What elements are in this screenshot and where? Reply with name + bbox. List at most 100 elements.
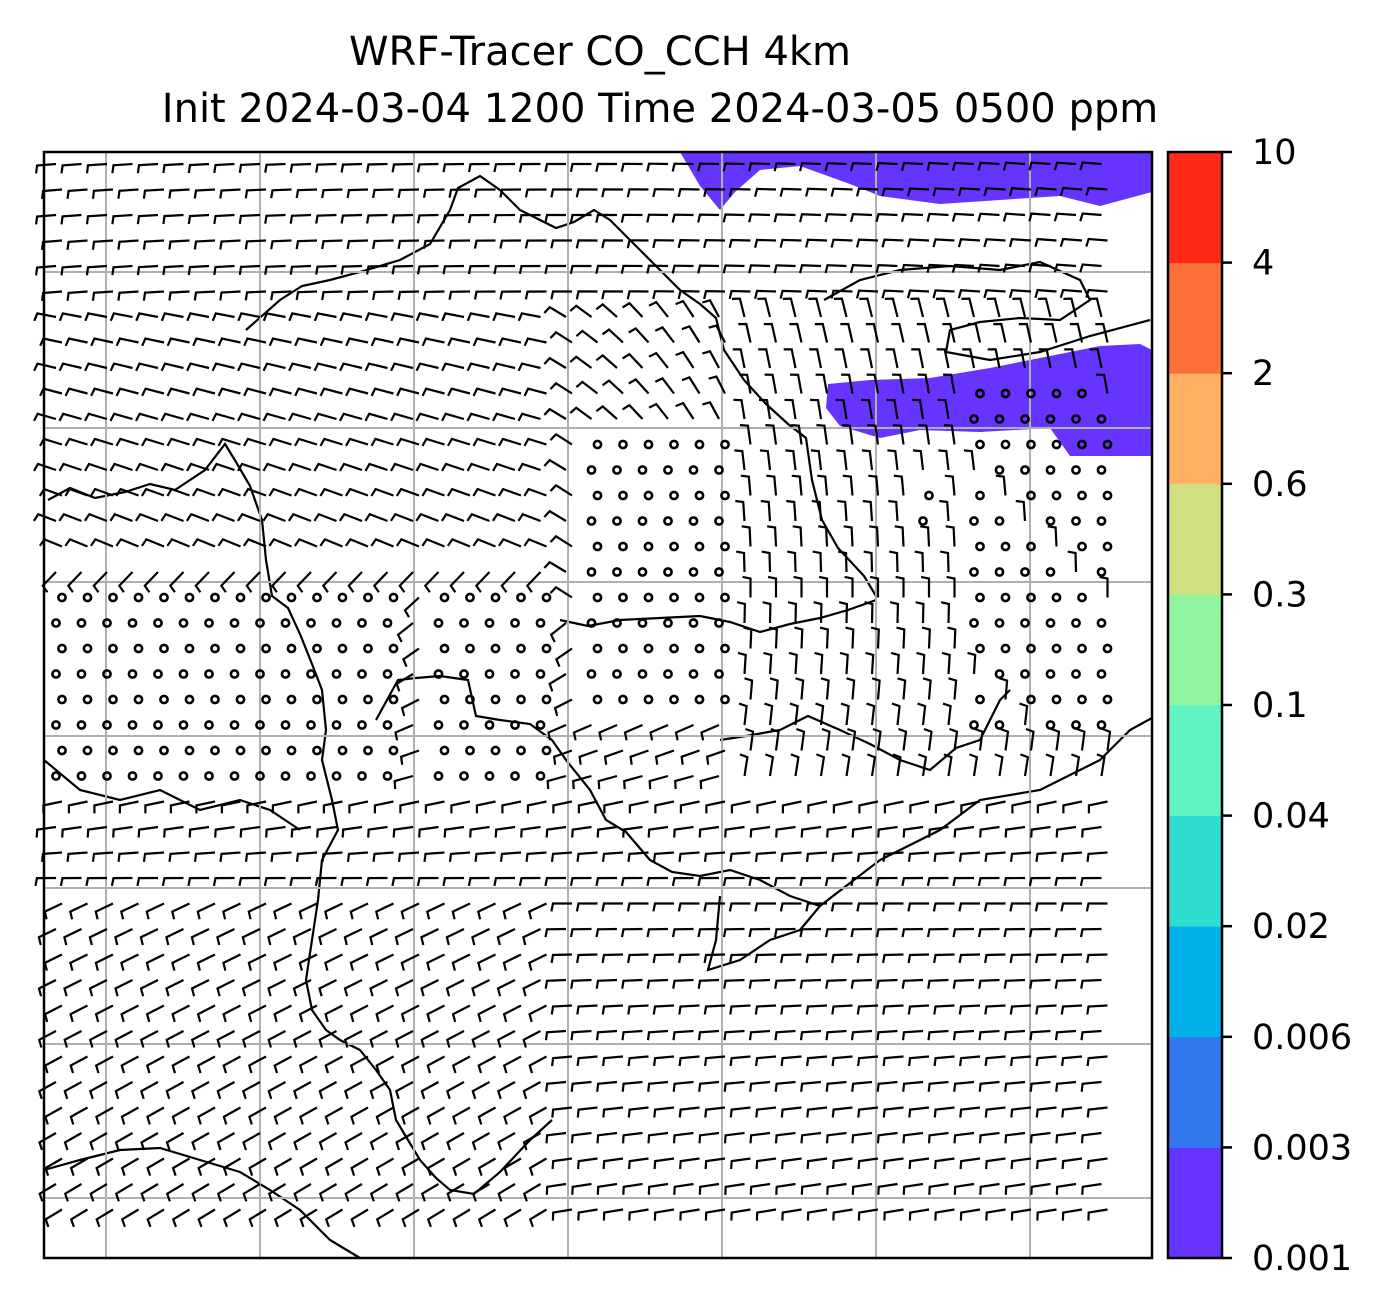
wind-barb: [467, 162, 490, 173]
calm-marker: [535, 669, 546, 679]
wind-barb: [722, 876, 745, 887]
wind-barb: [146, 1106, 165, 1125]
wind-barb: [783, 348, 797, 369]
wind-barb: [91, 188, 114, 199]
wind-barb: [37, 928, 57, 946]
wind-barb: [466, 362, 490, 372]
colorbar-band: [1168, 1147, 1222, 1259]
wind-barb: [63, 1030, 83, 1048]
calm-marker: [229, 720, 240, 730]
wind-barb: [569, 264, 592, 275]
wind-barb: [396, 437, 420, 447]
calm-marker: [975, 541, 985, 552]
wind-barb: [324, 953, 343, 971]
wind-barb: [831, 1055, 853, 1067]
calm-marker: [694, 439, 705, 450]
calm-marker: [184, 694, 195, 705]
wind-barb: [549, 622, 567, 643]
wind-barb: [784, 398, 797, 420]
wind-barb: [293, 487, 318, 497]
wind-barb: [35, 213, 57, 225]
wind-barb: [117, 851, 139, 862]
wind-barb: [799, 264, 822, 274]
wind-barb: [740, 474, 752, 496]
calm-marker: [76, 669, 87, 679]
wind-barb: [808, 297, 823, 318]
calm-marker: [235, 694, 246, 705]
wind-barb: [951, 161, 975, 171]
border-middle: [559, 598, 877, 634]
wind-barb: [628, 800, 649, 814]
colorbar-tick-label: 0.003: [1252, 1128, 1352, 1168]
wind-barb: [724, 825, 745, 838]
calm-marker: [286, 694, 297, 705]
wind-barb: [399, 800, 420, 814]
wind-barb: [497, 1183, 516, 1202]
wind-barb: [675, 299, 695, 318]
wind-barb: [474, 571, 491, 593]
wind-barb: [544, 876, 567, 887]
wind-barb: [888, 499, 899, 522]
calm-marker: [102, 771, 112, 781]
wind-barb: [1034, 288, 1057, 299]
wind-barb: [518, 162, 541, 173]
wind-barb: [344, 1132, 363, 1151]
wind-barb: [140, 487, 165, 497]
wind-barb: [1029, 1029, 1051, 1041]
wind-barb: [244, 290, 267, 301]
wind-barb: [754, 238, 777, 248]
wind-barb: [1047, 525, 1058, 547]
wind-barb: [212, 876, 235, 887]
wind-barb: [902, 1080, 924, 1092]
calm-marker: [612, 567, 622, 577]
wind-barb: [855, 238, 879, 248]
wind-barb: [191, 537, 216, 548]
wind-barb: [397, 290, 420, 300]
wind-barb: [248, 1208, 267, 1228]
wind-barb: [928, 825, 949, 838]
wind-barb: [866, 373, 880, 394]
calm-marker: [1071, 516, 1081, 526]
coastline-south-central: [375, 674, 821, 908]
wind-barb: [943, 373, 956, 394]
calm-marker: [229, 669, 240, 679]
wind-barb: [627, 851, 649, 862]
wind-barb: [941, 651, 951, 675]
wind-barb: [297, 800, 318, 814]
wind-barb: [678, 1106, 700, 1118]
wind-barb: [748, 213, 771, 223]
wind-barb: [677, 902, 700, 912]
wind-barb: [397, 188, 420, 198]
calm-marker: [229, 771, 240, 781]
map-frame: [42, 150, 1154, 1260]
calm-marker: [229, 618, 240, 628]
wind-barb: [446, 537, 471, 548]
wind-barb: [375, 1157, 395, 1176]
wind-barb: [628, 1208, 649, 1221]
wind-barb: [756, 800, 777, 814]
wind-barb: [622, 403, 644, 420]
wind-barb: [190, 979, 210, 997]
wind-barb: [95, 1157, 114, 1176]
wind-barb: [375, 1208, 395, 1228]
wind-barb: [415, 462, 439, 472]
wind-barb: [518, 213, 541, 224]
wind-barb: [477, 1106, 497, 1125]
wind-barb: [416, 213, 439, 224]
wind-barb: [1086, 1055, 1108, 1067]
wind-barb: [652, 290, 675, 300]
wind-barb: [894, 525, 905, 547]
wind-barb: [222, 953, 241, 971]
wind-barb: [652, 1004, 675, 1015]
wind-barb: [450, 800, 471, 814]
wind-barb: [89, 487, 114, 497]
wind-barb: [85, 162, 108, 174]
wind-barb: [348, 800, 369, 814]
wind-barb: [350, 1157, 369, 1176]
wind-barb: [110, 876, 133, 887]
wind-barb: [544, 213, 566, 224]
wind-barb: [698, 825, 720, 838]
wind-barb: [679, 800, 700, 814]
wind-barb: [111, 264, 133, 276]
wind-barb: [33, 312, 57, 322]
